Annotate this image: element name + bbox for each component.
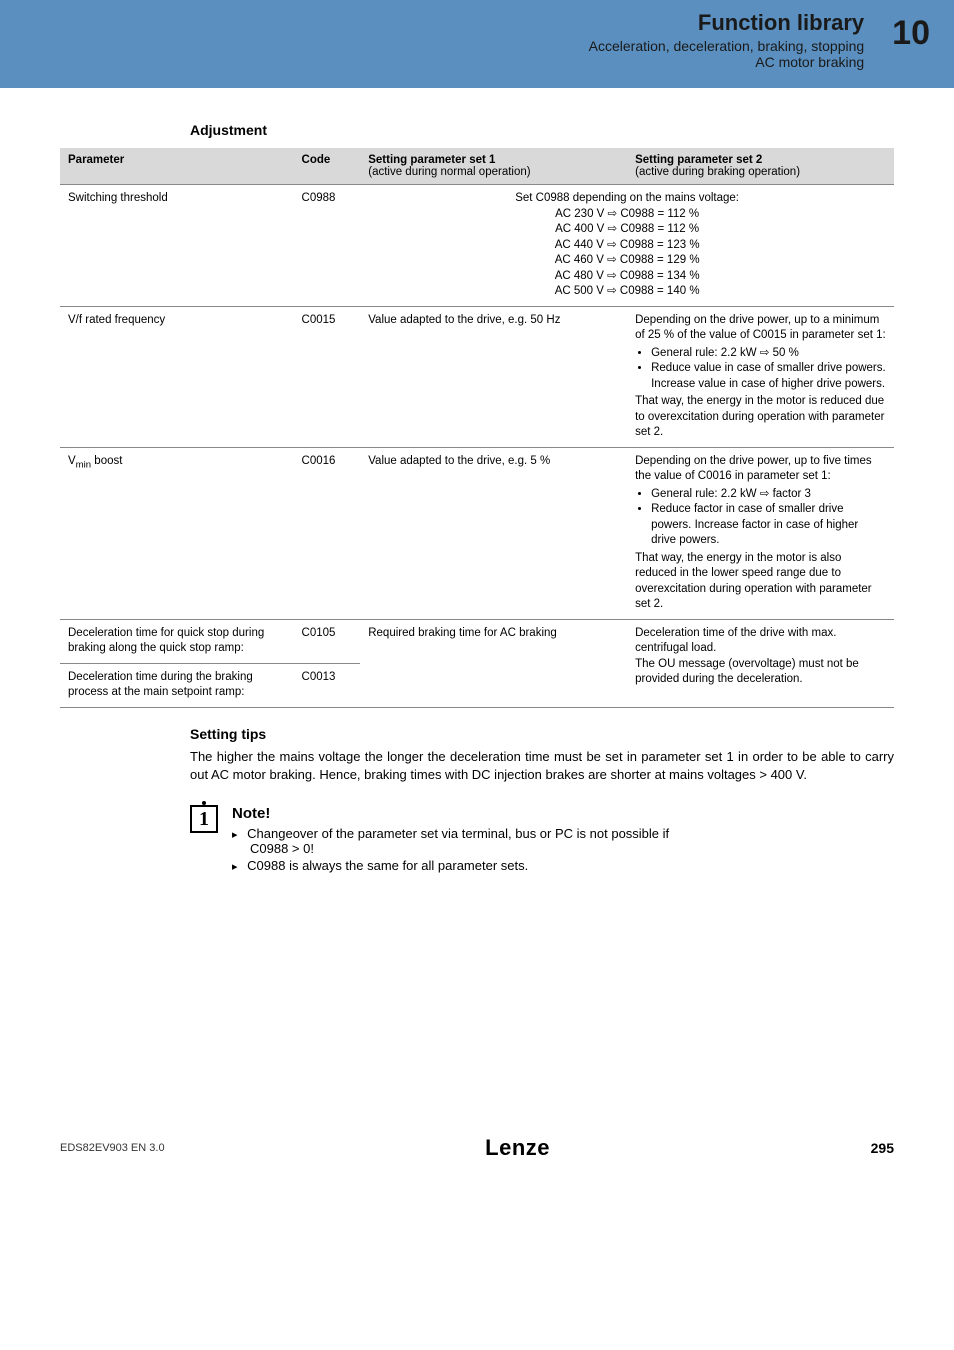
col-header-set1: Setting parameter set 1 (active during n…	[360, 148, 627, 185]
voltage-line: AC 400 V ⇨ C0988 = 112 %	[555, 223, 699, 235]
col-header-code: Code	[294, 148, 361, 185]
note-list: Changeover of the parameter set via term…	[232, 826, 669, 873]
info-icon: 1	[190, 805, 218, 833]
set2-text: Deceleration time of the drive with max.…	[635, 627, 859, 686]
header-band: Function library Acceleration, decelerat…	[0, 0, 954, 88]
cell-param: Deceleration time for quick stop during …	[60, 619, 294, 663]
header-sub1: Acceleration, deceleration, braking, sto…	[589, 38, 865, 54]
chapter-number: 10	[892, 10, 930, 50]
col-header-set1-label: Setting parameter set 1	[368, 154, 495, 166]
set2-bullet: General rule: 2.2 kW ⇨ 50 %	[651, 346, 886, 362]
header-sub2: AC motor braking	[589, 54, 865, 70]
cell-set2: Deceleration time of the drive with max.…	[627, 619, 894, 707]
col-header-parameter-label: Parameter	[68, 154, 124, 166]
voltage-line: AC 440 V ⇨ C0988 = 123 %	[555, 239, 700, 251]
cell-set1: Required braking time for AC braking	[360, 619, 627, 707]
cell-merged-voltage: Set C0988 depending on the mains voltage…	[360, 185, 894, 307]
table-header-row: Parameter Code Setting parameter set 1 (…	[60, 148, 894, 185]
set2-bullet: General rule: 2.2 kW ⇨ factor 3	[651, 487, 886, 503]
header-text-block: Function library Acceleration, decelerat…	[589, 10, 865, 70]
setting-tips-heading: Setting tips	[190, 726, 894, 742]
cell-code: C0015	[294, 306, 361, 447]
cell-code: C0105	[294, 619, 361, 663]
cell-set2: Depending on the drive power, up to five…	[627, 447, 894, 619]
col-header-set2-label: Setting parameter set 2	[635, 154, 762, 166]
col-header-code-label: Code	[302, 154, 331, 166]
col-header-set1-sub: (active during normal operation)	[368, 166, 619, 178]
col-header-set2-sub: (active during braking operation)	[635, 166, 886, 178]
table-row: V/f rated frequency C0015 Value adapted …	[60, 306, 894, 447]
set2-post: That way, the energy in the motor is red…	[635, 395, 884, 438]
cell-set1: Value adapted to the drive, e.g. 5 %	[360, 447, 627, 619]
voltage-line: AC 460 V ⇨ C0988 = 129 %	[555, 254, 700, 266]
set2-bullets: General rule: 2.2 kW ⇨ 50 % Reduce value…	[635, 346, 886, 393]
cell-param: Switching threshold	[60, 185, 294, 307]
note-block: 1 Note! Changeover of the parameter set …	[190, 805, 894, 875]
cell-param: V/f rated frequency	[60, 306, 294, 447]
setting-tips-body: The higher the mains voltage the longer …	[190, 748, 894, 783]
note-item-sub: C0988 > 0!	[250, 841, 669, 856]
cell-code: C0016	[294, 447, 361, 619]
note-item-text: Changeover of the parameter set via term…	[247, 826, 669, 841]
footer-left: EDS82EV903 EN 3.0	[60, 1142, 165, 1154]
cell-set1: Value adapted to the drive, e.g. 50 Hz	[360, 306, 627, 447]
set2-pre: Depending on the drive power, up to a mi…	[635, 314, 886, 342]
note-item-text: C0988 is always the same for all paramet…	[247, 858, 528, 873]
cell-set2: Depending on the drive power, up to a mi…	[627, 306, 894, 447]
note-title: Note!	[232, 805, 669, 822]
adjustment-table: Parameter Code Setting parameter set 1 (…	[60, 148, 894, 708]
voltage-line: AC 500 V ⇨ C0988 = 140 %	[555, 285, 700, 297]
footer: EDS82EV903 EN 3.0 Lenze 295	[0, 1135, 954, 1161]
table-row: Vmin boost C0016 Value adapted to the dr…	[60, 447, 894, 619]
set2-bullet: Reduce factor in case of smaller drive p…	[651, 502, 886, 549]
col-header-set2: Setting parameter set 2 (active during b…	[627, 148, 894, 185]
note-content: Note! Changeover of the parameter set vi…	[232, 805, 669, 875]
voltage-line: AC 230 V ⇨ C0988 = 112 %	[555, 208, 699, 220]
note-item: Changeover of the parameter set via term…	[232, 826, 669, 856]
voltage-line: AC 480 V ⇨ C0988 = 134 %	[555, 270, 700, 282]
voltage-line: Set C0988 depending on the mains voltage…	[515, 192, 739, 204]
set2-post: That way, the energy in the motor is als…	[635, 552, 872, 611]
adjustment-heading: Adjustment	[190, 122, 894, 138]
col-header-parameter: Parameter	[60, 148, 294, 185]
set2-bullet: Reduce value in case of smaller drive po…	[651, 361, 886, 392]
table-row: Switching threshold C0988 Set C0988 depe…	[60, 185, 894, 307]
cell-param: Deceleration time during the braking pro…	[60, 663, 294, 707]
content-area: Adjustment Parameter Code Setting parame…	[0, 88, 954, 875]
note-item: C0988 is always the same for all paramet…	[232, 858, 669, 873]
cell-param: Vmin boost	[60, 447, 294, 619]
footer-page: 295	[871, 1140, 894, 1156]
header-title: Function library	[589, 10, 865, 36]
table-row: Deceleration time for quick stop during …	[60, 619, 894, 663]
cell-code: C0013	[294, 663, 361, 707]
set2-bullets: General rule: 2.2 kW ⇨ factor 3 Reduce f…	[635, 487, 886, 549]
set2-pre: Depending on the drive power, up to five…	[635, 455, 872, 483]
footer-logo: Lenze	[485, 1135, 550, 1161]
cell-code: C0988	[294, 185, 361, 307]
